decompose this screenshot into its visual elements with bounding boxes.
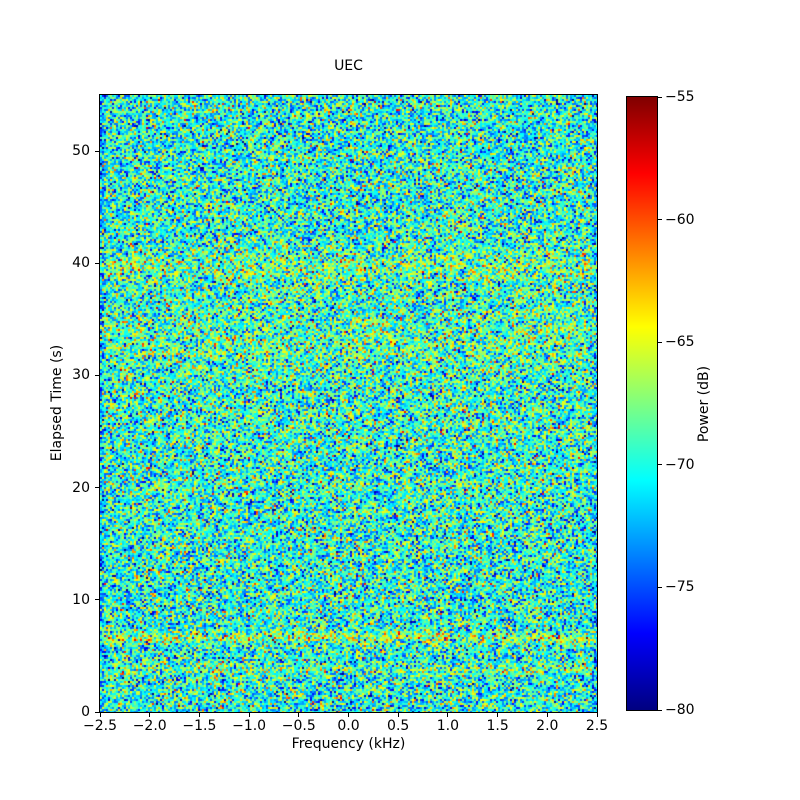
x-tick-label: 2.5 xyxy=(585,718,609,734)
x-tick-mark xyxy=(99,713,101,717)
x-tick-mark xyxy=(149,713,151,717)
x-tick-mark xyxy=(447,713,449,717)
x-tick-label: −1.0 xyxy=(232,718,267,734)
x-tick-label: −0.5 xyxy=(281,718,316,734)
colorbar-tick-mark xyxy=(658,96,662,98)
x-tick-mark xyxy=(298,713,300,717)
x-tick-mark xyxy=(397,713,399,717)
x-tick-mark xyxy=(596,713,598,717)
x-tick-label: 1.0 xyxy=(436,718,460,734)
y-tick-label: 20 xyxy=(72,479,90,496)
colorbar-tick-mark xyxy=(658,709,662,711)
colorbar-tick-mark xyxy=(658,341,662,343)
colorbar-tick-mark xyxy=(658,464,662,466)
x-tick-mark xyxy=(198,713,200,717)
x-tick-label: 1.5 xyxy=(486,718,509,734)
x-tick-mark xyxy=(248,713,250,717)
y-tick-mark xyxy=(95,374,99,376)
x-tick-label: −2.5 xyxy=(83,718,117,734)
y-tick-mark xyxy=(95,487,99,489)
spectrogram-heatmap xyxy=(100,95,597,712)
x-tick-label: 0.0 xyxy=(337,718,360,734)
colorbar-tick-label: −70 xyxy=(665,456,695,473)
x-tick-label: 2.0 xyxy=(536,718,559,734)
y-tick-label: 30 xyxy=(72,367,90,384)
x-tick-mark xyxy=(497,713,499,717)
y-tick-mark xyxy=(95,150,99,152)
y-axis-label: Elapsed Time (s) xyxy=(49,344,65,462)
y-tick-mark xyxy=(95,711,99,713)
plot-frame xyxy=(99,94,598,713)
y-tick-mark xyxy=(95,599,99,601)
x-tick-label: −1.5 xyxy=(182,718,217,734)
colorbar-label: Power (dB) xyxy=(696,365,712,443)
y-tick-label: 50 xyxy=(72,143,90,160)
y-tick-label: 40 xyxy=(72,255,90,272)
x-tick-mark xyxy=(348,713,349,717)
y-tick-mark xyxy=(95,262,99,264)
x-tick-mark xyxy=(546,713,548,717)
y-tick-label: 0 xyxy=(81,704,90,720)
colorbar-gradient xyxy=(627,97,657,710)
x-tick-label: −2.0 xyxy=(132,718,167,734)
plot-title: UEC xyxy=(334,58,363,74)
x-tick-label: 0.5 xyxy=(387,718,410,734)
colorbar-tick-label: −75 xyxy=(665,579,695,596)
colorbar-tick-label: −65 xyxy=(665,334,695,351)
y-tick-label: 10 xyxy=(72,591,90,608)
colorbar xyxy=(626,96,658,711)
colorbar-tick-label: −80 xyxy=(665,702,695,718)
colorbar-tick-label: −55 xyxy=(665,89,695,105)
colorbar-tick-mark xyxy=(658,586,662,588)
x-axis-label: Frequency (kHz) xyxy=(291,736,406,752)
colorbar-tick-label: −60 xyxy=(665,211,695,228)
colorbar-tick-mark xyxy=(658,219,662,221)
